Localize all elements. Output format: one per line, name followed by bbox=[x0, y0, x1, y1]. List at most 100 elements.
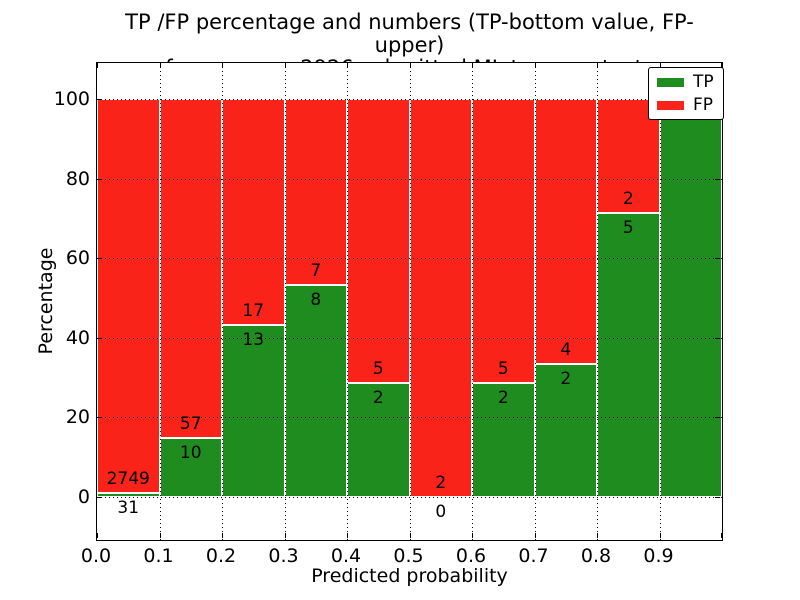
y-tick-mark bbox=[715, 497, 720, 498]
fp-count-label: 5 bbox=[497, 359, 509, 380]
x-tick-mark bbox=[721, 63, 722, 68]
tp-bar-segment bbox=[597, 212, 660, 497]
tp-bar-segment bbox=[534, 364, 597, 497]
y-tick-mark bbox=[97, 337, 102, 339]
x-tick-mark bbox=[409, 63, 411, 68]
x-tick-mark bbox=[222, 63, 223, 68]
tp-bar-segment bbox=[159, 437, 222, 497]
x-tick-mark bbox=[222, 533, 223, 538]
legend-label-tp: TP bbox=[693, 72, 714, 92]
x-gridline bbox=[409, 63, 411, 540]
fp-bar-segment bbox=[159, 99, 222, 438]
fp-bar-segment bbox=[222, 99, 285, 325]
y-tick-mark bbox=[97, 99, 102, 100]
tp-count-label: 10 bbox=[179, 442, 202, 463]
x-tick-mark bbox=[472, 63, 473, 68]
y-tick-label: 20 bbox=[65, 406, 90, 429]
x-tick-label: 0.8 bbox=[580, 545, 612, 567]
x-gridline bbox=[347, 63, 348, 540]
legend-swatch-tp-icon bbox=[657, 77, 684, 87]
tp-count-label: 0 bbox=[435, 502, 447, 522]
y-tick-mark bbox=[715, 417, 720, 419]
x-tick-mark bbox=[159, 533, 161, 538]
y-tick-mark bbox=[715, 337, 720, 339]
fp-count-label: 5 bbox=[372, 359, 384, 380]
x-tick-mark bbox=[534, 63, 536, 68]
x-gridline bbox=[222, 63, 223, 540]
tp-count-label: 8 bbox=[310, 289, 322, 310]
y-tick-label: 100 bbox=[53, 88, 90, 110]
legend-swatch-fp-icon bbox=[657, 100, 684, 110]
x-gridline bbox=[284, 63, 286, 540]
x-gridline bbox=[597, 63, 598, 540]
y-tick-label: 80 bbox=[65, 167, 90, 190]
x-tick-mark bbox=[284, 533, 286, 538]
x-tick-label: 0.7 bbox=[518, 545, 549, 567]
tp-bar-segment bbox=[659, 99, 722, 497]
fp-bar-segment bbox=[409, 99, 472, 497]
fp-count-label: 7 bbox=[310, 260, 322, 281]
fp-count-label: 2 bbox=[435, 473, 447, 493]
x-gridline bbox=[472, 63, 473, 540]
x-tick-mark bbox=[534, 533, 536, 538]
fp-bar-segment bbox=[534, 99, 597, 365]
tp-bar-segment bbox=[97, 492, 160, 497]
x-tick-mark bbox=[659, 533, 661, 538]
x-tick-mark bbox=[284, 63, 286, 68]
x-tick-mark bbox=[97, 63, 98, 68]
y-tick-label: 0 bbox=[77, 486, 90, 508]
fp-bar-segment bbox=[472, 99, 535, 384]
x-tick-mark bbox=[597, 533, 598, 538]
x-tick-mark bbox=[347, 533, 348, 538]
y-tick-mark bbox=[97, 417, 102, 419]
x-tick-mark bbox=[659, 63, 661, 68]
x-tick-mark bbox=[721, 533, 722, 538]
x-tick-label: 0.2 bbox=[205, 545, 237, 567]
x-axis-label: Predicted probability bbox=[311, 565, 508, 587]
y-tick-label: 60 bbox=[65, 247, 90, 270]
tp-count-label: 13 bbox=[242, 329, 265, 350]
fp-count-label: 57 bbox=[179, 413, 202, 434]
tp-bar-segment bbox=[284, 284, 347, 497]
x-tick-label: 0.0 bbox=[80, 545, 112, 567]
legend-item-tp: TP bbox=[657, 73, 714, 91]
legend: TP FP bbox=[648, 67, 724, 120]
x-tick-label: 0.4 bbox=[330, 545, 362, 567]
fp-count-label: 4 bbox=[560, 340, 572, 361]
fp-count-label: 2 bbox=[622, 188, 634, 209]
tp-count-label: 5 bbox=[622, 217, 634, 238]
x-tick-label: 0.6 bbox=[455, 545, 487, 567]
x-tick-mark bbox=[159, 63, 161, 68]
fp-count-label: 17 bbox=[242, 300, 265, 321]
fp-bar-segment bbox=[284, 99, 347, 285]
x-tick-mark bbox=[347, 63, 348, 68]
tp-count-label: 2 bbox=[560, 369, 572, 390]
x-tick-mark bbox=[597, 63, 598, 68]
tp-count-label: 31 bbox=[117, 497, 140, 518]
y-tick-mark bbox=[97, 178, 102, 180]
y-tick-label: 40 bbox=[65, 326, 90, 349]
y-tick-mark bbox=[715, 178, 720, 180]
x-tick-label: 0.5 bbox=[393, 545, 424, 567]
y-tick-mark bbox=[97, 258, 102, 260]
chart-title-line1: TP /FP percentage and numbers (TP-bottom… bbox=[125, 10, 694, 57]
y-tick-mark bbox=[715, 258, 720, 260]
x-tick-mark bbox=[409, 533, 411, 538]
fp-bar-segment bbox=[347, 99, 410, 384]
x-gridline bbox=[534, 63, 536, 540]
y-tick-mark bbox=[97, 497, 102, 498]
x-tick-mark bbox=[97, 533, 98, 538]
x-tick-label: 0.1 bbox=[143, 545, 174, 567]
fp-bar-segment bbox=[97, 99, 160, 493]
tp-count-label: 2 bbox=[372, 388, 384, 409]
tp-bar-segment bbox=[347, 383, 410, 497]
tp-count-label: 2 bbox=[497, 388, 509, 409]
fp-count-label: 2749 bbox=[106, 468, 150, 489]
tp-bar-segment bbox=[222, 324, 285, 497]
x-tick-mark bbox=[472, 533, 473, 538]
x-tick-label: 0.9 bbox=[643, 545, 674, 567]
plot-area: 2749315710171378522052422505 bbox=[96, 62, 723, 541]
legend-label-fp: FP bbox=[693, 95, 714, 115]
x-tick-label: 0.3 bbox=[268, 545, 299, 567]
